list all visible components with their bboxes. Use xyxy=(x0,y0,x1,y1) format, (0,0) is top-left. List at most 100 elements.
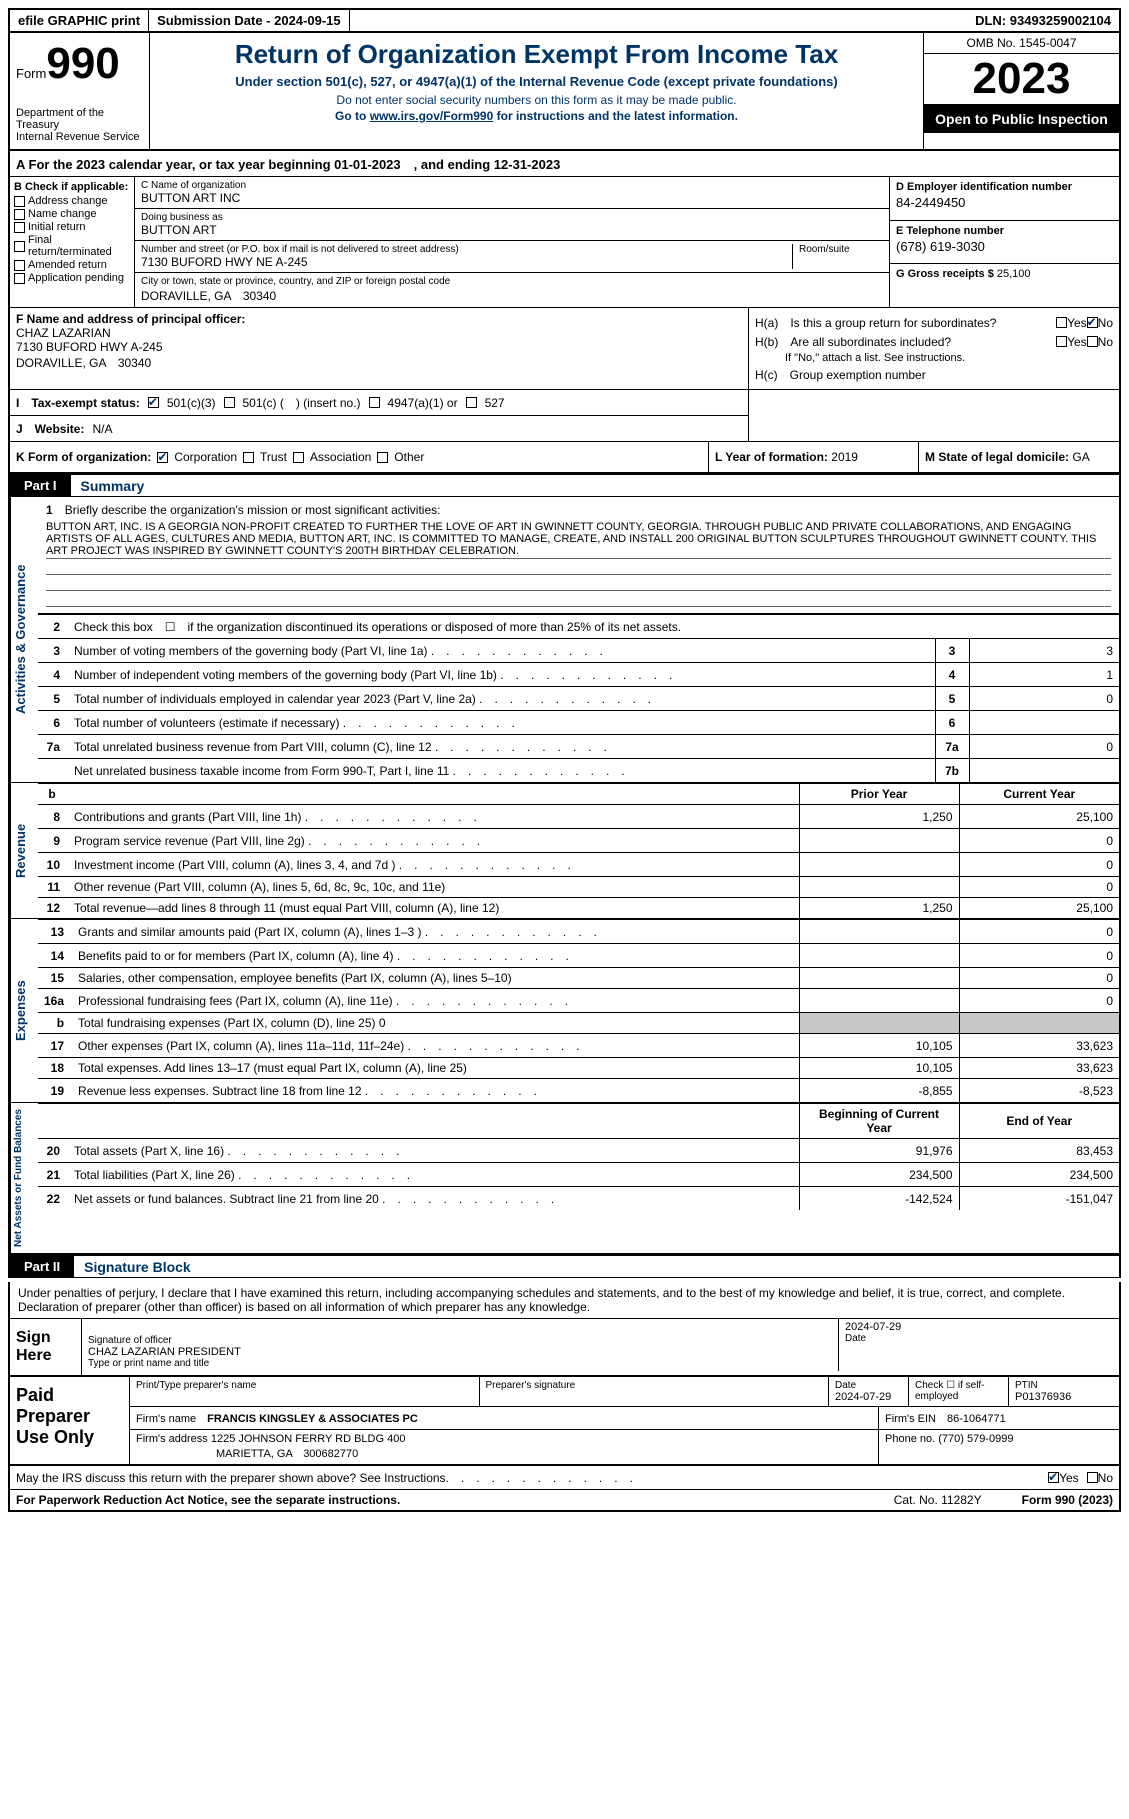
open-public: Open to Public Inspection xyxy=(924,105,1119,133)
chk-initial-return[interactable]: Initial return xyxy=(14,221,130,233)
firm-name: FRANCIS KINGSLEY & ASSOCIATES PC xyxy=(207,1413,418,1425)
section-governance: Activities & Governance 1 Briefly descri… xyxy=(8,497,1121,783)
org-name: BUTTON ART INC xyxy=(141,191,883,205)
section-net-assets: Net Assets or Fund Balances Beginning of… xyxy=(8,1103,1121,1255)
city: DORAVILLE, GA 30340 xyxy=(141,287,883,304)
header-left: Form990 Department of the Treasury Inter… xyxy=(10,33,150,149)
firm-addr2: MARIETTA, GA 300682770 xyxy=(136,1448,358,1460)
officer-signature: CHAZ LAZARIAN PRESIDENT xyxy=(88,1346,832,1358)
table-row: 14Benefits paid to or for members (Part … xyxy=(38,944,1119,968)
firm-addr1: 1225 JOHNSON FERRY RD BLDG 400 xyxy=(211,1433,406,1445)
section-revenue: Revenue bPrior YearCurrent Year 8Contrib… xyxy=(8,783,1121,919)
chk-name-change[interactable]: Name change xyxy=(14,208,130,220)
chk-application-pending[interactable]: Application pending xyxy=(14,272,130,284)
preparer-label: Paid Preparer Use Only xyxy=(10,1377,130,1464)
form-number: 990 xyxy=(46,39,119,88)
col-deg: D Employer identification number 84-2449… xyxy=(889,177,1119,307)
footer-left: For Paperwork Reduction Act Notice, see … xyxy=(16,1493,400,1507)
firm-phone: (770) 579-0999 xyxy=(938,1433,1013,1445)
ein-row: D Employer identification number 84-2449… xyxy=(890,177,1119,221)
chk-amended-return[interactable]: Amended return xyxy=(14,259,130,271)
val-7b xyxy=(969,759,1119,783)
chk-address-change[interactable]: Address change xyxy=(14,195,130,207)
mission-text: BUTTON ART, INC. IS A GEORGIA NON-PROFIT… xyxy=(46,520,1111,559)
ha-no[interactable] xyxy=(1087,317,1098,328)
omb-number: OMB No. 1545-0047 xyxy=(924,33,1119,54)
part1-header: Part I Summary xyxy=(8,474,1121,497)
hb-line: H(b) Are all subordinates included? Yes … xyxy=(755,333,1113,350)
sign-here-label: Sign Here xyxy=(10,1319,82,1375)
val-3: 3 xyxy=(969,639,1119,663)
col-k: K Form of organization: Corporation Trus… xyxy=(10,442,709,472)
vlabel-net: Net Assets or Fund Balances xyxy=(10,1103,38,1253)
discuss-no[interactable] xyxy=(1087,1472,1098,1483)
officer-addr1: 7130 BUFORD HWY A-245 xyxy=(16,340,742,354)
firm-ein: 86-1064771 xyxy=(947,1413,1006,1425)
efile-label: efile GRAPHIC print xyxy=(10,10,149,31)
vlabel-governance: Activities & Governance xyxy=(10,497,38,782)
chk-527[interactable] xyxy=(466,397,477,408)
telephone: (678) 619-3030 xyxy=(896,239,1113,254)
table-row: 22Net assets or fund balances. Subtract … xyxy=(38,1187,1119,1211)
ha-line: H(a) Is this a group return for subordin… xyxy=(755,314,1113,331)
table-row: 8Contributions and grants (Part VIII, li… xyxy=(38,805,1119,829)
col-ij: I Tax-exempt status: 501(c)(3) 501(c) ( … xyxy=(10,390,749,441)
form-note-1: Do not enter social security numbers on … xyxy=(158,93,915,107)
part1-label: Part I xyxy=(10,475,71,496)
table-row: bTotal fundraising expenses (Part IX, co… xyxy=(38,1013,1119,1034)
hb-yes[interactable] xyxy=(1056,336,1067,347)
col-h: H(a) Is this a group return for subordin… xyxy=(749,308,1119,389)
footer-right: Form 990 (2023) xyxy=(1022,1493,1113,1507)
net-assets-table: Beginning of Current YearEnd of Year 20T… xyxy=(38,1103,1119,1210)
chk-trust[interactable] xyxy=(243,452,254,463)
ein: 84-2449450 xyxy=(896,195,1113,210)
dept-label: Department of the Treasury Internal Reve… xyxy=(16,107,143,143)
chk-other[interactable] xyxy=(377,452,388,463)
form-header: Form990 Department of the Treasury Inter… xyxy=(8,33,1121,151)
table-row: 17Other expenses (Part IX, column (A), l… xyxy=(38,1034,1119,1058)
hb-note: If "No," attach a list. See instructions… xyxy=(755,352,1113,364)
header-right: OMB No. 1545-0047 2023 Open to Public In… xyxy=(924,33,1119,149)
gross-row: G Gross receipts $ 25,100 xyxy=(890,264,1119,307)
chk-association[interactable] xyxy=(293,452,304,463)
discuss-yes[interactable] xyxy=(1048,1472,1059,1483)
form-title: Return of Organization Exempt From Incom… xyxy=(158,39,915,70)
city-row: City or town, state or province, country… xyxy=(135,273,889,307)
preparer-block: Paid Preparer Use Only Print/Type prepar… xyxy=(8,1377,1121,1466)
table-row: 15Salaries, other compensation, employee… xyxy=(38,968,1119,989)
vlabel-revenue: Revenue xyxy=(10,783,38,918)
officer-addr2: DORAVILLE, GA 30340 xyxy=(16,354,742,371)
prep-date: 2024-07-29 xyxy=(835,1391,902,1403)
table-row: 13Grants and similar amounts paid (Part … xyxy=(38,920,1119,944)
hb-no[interactable] xyxy=(1087,336,1098,347)
form-word: Form xyxy=(16,66,46,81)
chk-corporation[interactable] xyxy=(157,452,168,463)
chk-final-return[interactable]: Final return/terminated xyxy=(14,234,130,258)
tax-year: 2023 xyxy=(924,54,1119,105)
header-center: Return of Organization Exempt From Incom… xyxy=(150,33,924,149)
table-row: 11Other revenue (Part VIII, column (A), … xyxy=(38,877,1119,898)
chk-501c[interactable] xyxy=(224,397,235,408)
table-row: 10Investment income (Part VIII, column (… xyxy=(38,853,1119,877)
block-klm: K Form of organization: Corporation Trus… xyxy=(8,442,1121,474)
block-bcdeg: B Check if applicable: Address change Na… xyxy=(8,177,1121,308)
table-row: 19Revenue less expenses. Subtract line 1… xyxy=(38,1079,1119,1103)
gov-table: 2Check this box ☐ if the organization di… xyxy=(38,614,1119,782)
table-row: 9Program service revenue (Part VIII, lin… xyxy=(38,829,1119,853)
org-name-row: C Name of organization BUTTON ART INC xyxy=(135,177,889,209)
col-l: L Year of formation: 2019 xyxy=(709,442,919,472)
val-5: 0 xyxy=(969,687,1119,711)
officer-name: CHAZ LAZARIAN xyxy=(16,326,742,340)
sig-date: 2024-07-29 xyxy=(845,1321,1113,1333)
discuss-row: May the IRS discuss this return with the… xyxy=(8,1466,1121,1490)
table-row: 12Total revenue—add lines 8 through 11 (… xyxy=(38,898,1119,919)
ha-yes[interactable] xyxy=(1056,317,1067,328)
form-note-2: Go to www.irs.gov/Form990 for instructio… xyxy=(158,109,915,123)
table-row: 20Total assets (Part X, line 16)91,97683… xyxy=(38,1139,1119,1163)
part1-title: Summary xyxy=(71,478,145,494)
chk-501c3[interactable] xyxy=(148,397,159,408)
top-bar: efile GRAPHIC print Submission Date - 20… xyxy=(8,8,1121,33)
table-row: 21Total liabilities (Part X, line 26)234… xyxy=(38,1163,1119,1187)
footer-mid: Cat. No. 11282Y xyxy=(894,1493,982,1507)
chk-4947[interactable] xyxy=(369,397,380,408)
